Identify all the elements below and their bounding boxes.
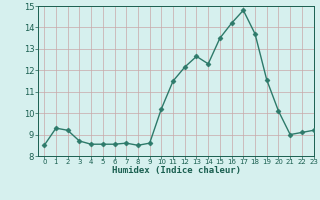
X-axis label: Humidex (Indice chaleur): Humidex (Indice chaleur) <box>111 166 241 175</box>
